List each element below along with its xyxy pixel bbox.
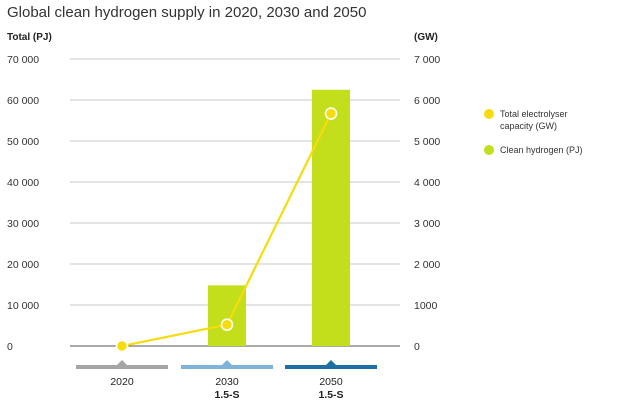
left-tick-label: 0 xyxy=(7,341,13,353)
right-tick-label: 7 000 xyxy=(414,54,440,66)
left-tick-label: 60 000 xyxy=(7,95,39,107)
legend-swatch-line xyxy=(484,109,494,119)
right-tick-label: 5 000 xyxy=(414,136,440,148)
category-band xyxy=(76,365,168,369)
category-marker xyxy=(326,360,336,365)
left-tick-label: 20 000 xyxy=(7,259,39,271)
category-band xyxy=(181,365,273,369)
line-point xyxy=(324,107,338,120)
line-point xyxy=(115,339,129,353)
category-marker xyxy=(117,360,127,365)
right-tick-label: 4 000 xyxy=(414,177,440,189)
legend-swatch-bar xyxy=(484,145,494,155)
category-label: 2050 xyxy=(319,376,343,388)
bar xyxy=(312,89,350,346)
right-tick-label: 0 xyxy=(414,341,420,353)
category-label: 2020 xyxy=(110,376,134,388)
left-axis-unit: Total (PJ) xyxy=(7,32,52,43)
bar xyxy=(208,285,246,346)
bar-series xyxy=(208,89,350,346)
right-tick-label: 2 000 xyxy=(414,259,440,271)
legend-label-bar: Clean hydrogen (PJ) xyxy=(500,145,583,155)
right-tick-label: 3 000 xyxy=(414,218,440,230)
legend: Total electrolyser capacity (GW) Clean hyd… xyxy=(484,109,583,155)
left-axis-ticks: 0 10 000 20 000 30 000 40 000 50 000 60 000 70 … xyxy=(7,54,39,353)
left-tick-label: 70 000 xyxy=(7,54,39,66)
legend-label-line-cont: capacity (GW) xyxy=(500,121,557,131)
right-axis-ticks: 0 1000 2 000 3 000 4 000 5 000 6 000 7 000 xyxy=(414,54,440,353)
left-tick-label: 40 000 xyxy=(7,177,39,189)
right-tick-label: 1000 xyxy=(414,300,438,312)
category-band xyxy=(285,365,377,369)
right-tick-label: 6 000 xyxy=(414,95,440,107)
category-marker xyxy=(222,360,232,365)
category-sublabel: 1.5-S xyxy=(318,389,343,401)
left-tick-label: 50 000 xyxy=(7,136,39,148)
left-tick-label: 30 000 xyxy=(7,218,39,230)
legend-label-line: Total electrolyser xyxy=(500,109,568,119)
line-point xyxy=(220,318,234,331)
chart-title: Global clean hydrogen supply in 2020, 20… xyxy=(7,4,366,21)
left-tick-label: 10 000 xyxy=(7,300,39,312)
category-label: 2030 xyxy=(215,376,239,388)
category-sublabel: 1.5-S xyxy=(214,389,239,401)
right-axis-unit: (GW) xyxy=(414,32,438,43)
line-series xyxy=(115,107,338,353)
